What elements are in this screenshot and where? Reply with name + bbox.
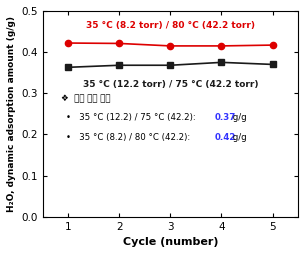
X-axis label: Cycle (number): Cycle (number) [123, 237, 218, 247]
Text: •   35 °C (12.2) / 75 °C (42.2):: • 35 °C (12.2) / 75 °C (42.2): [66, 113, 198, 122]
Text: g/g: g/g [231, 113, 247, 122]
Text: ❖  평균 흡착 성능: ❖ 평균 흡착 성능 [61, 94, 110, 103]
Text: 0.42: 0.42 [215, 133, 236, 142]
Text: 0.37: 0.37 [215, 113, 236, 122]
Text: 35 °C (8.2 torr) / 80 °C (42.2 torr): 35 °C (8.2 torr) / 80 °C (42.2 torr) [86, 21, 255, 30]
Text: g/g: g/g [231, 133, 247, 142]
Y-axis label: H₂O, dynamic adsorption amount (g/g): H₂O, dynamic adsorption amount (g/g) [7, 16, 16, 212]
Text: •   35 °C (8.2) / 80 °C (42.2):: • 35 °C (8.2) / 80 °C (42.2): [66, 133, 193, 142]
Text: 35 °C (12.2 torr) / 75 °C (42.2 torr): 35 °C (12.2 torr) / 75 °C (42.2 torr) [83, 81, 258, 89]
